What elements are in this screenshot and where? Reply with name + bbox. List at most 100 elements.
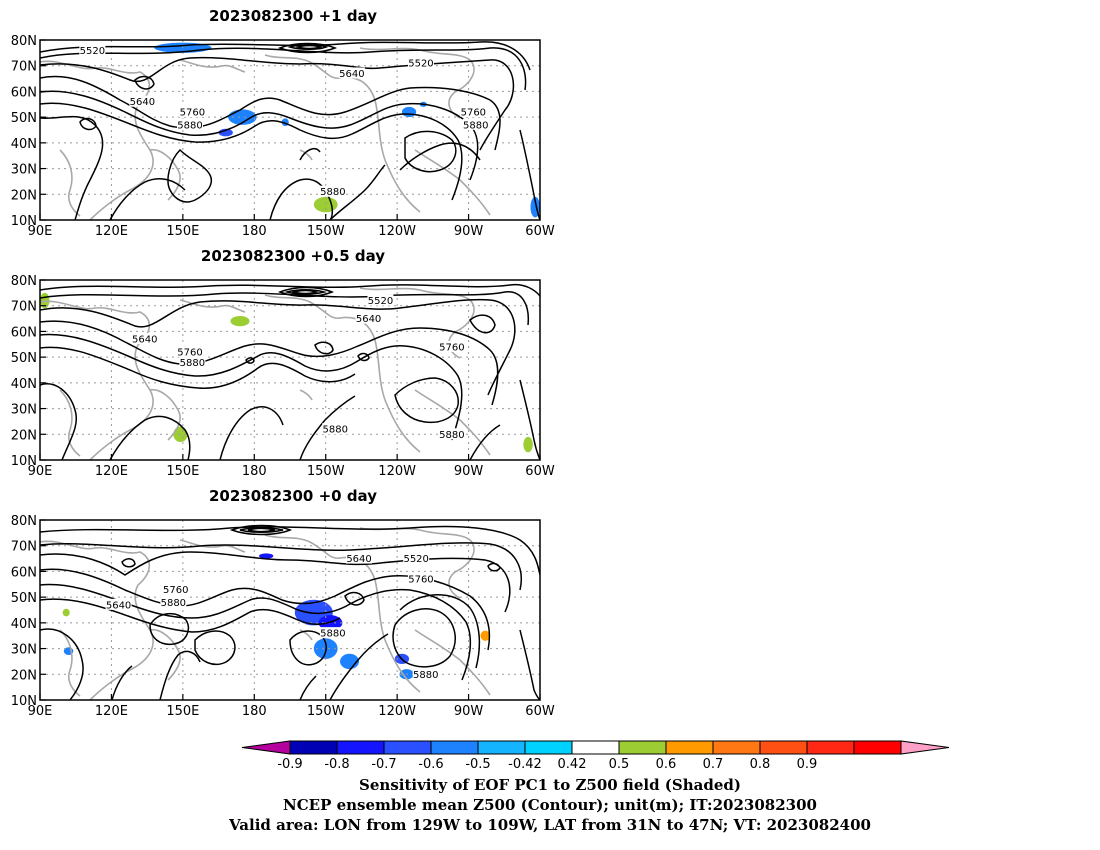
contour-label-bg: [319, 185, 346, 197]
map-frame: [39, 519, 541, 701]
lat-tick-label: 10N: [11, 214, 37, 229]
caption-line-1: Sensitivity of EOF PC1 to Z500 field (Sh…: [359, 776, 741, 794]
lat-tick-label: 80N: [11, 514, 37, 529]
sensitivity-blob: [62, 608, 70, 617]
colorbar-swatch: [430, 740, 479, 755]
colorbar-swatch: [571, 740, 620, 755]
contour-label: 5760: [461, 108, 486, 119]
colorbar-tick-label: -0.9: [277, 757, 302, 772]
z500-contours: [40, 283, 540, 460]
contour-label-bg: [131, 333, 158, 345]
colorbar-tick-label: -0.8: [324, 757, 349, 772]
contour-label-bg: [460, 106, 487, 117]
figure-caption: Sensitivity of EOF PC1 to Z500 field (Sh…: [228, 776, 871, 834]
lat-tick-label: 70N: [11, 540, 37, 555]
lat-tick-label: 60N: [11, 325, 37, 340]
lon-tick-label: 90E: [28, 464, 53, 479]
lon-tick-label: 90W: [454, 704, 484, 719]
contour-label: 5640: [132, 335, 157, 346]
lon-tick-label: 150W: [307, 224, 345, 239]
colorbar-tick-label: -0.42: [508, 757, 542, 772]
contour-label-bg: [177, 118, 203, 130]
contour-label-bg: [162, 583, 189, 595]
lat-tick-label: 80N: [11, 34, 37, 49]
lon-tick-label: 120W: [378, 224, 416, 239]
contour-label-bg: [179, 356, 206, 368]
map-area: [40, 520, 540, 700]
panel-title: 2023082300 +0.5 day: [201, 247, 385, 265]
lat-tick-label: 30N: [11, 403, 37, 418]
colorbar-swatch: [336, 740, 385, 755]
lat-tick-label: 10N: [11, 454, 37, 469]
sensitivity-blob: [290, 586, 300, 598]
lon-tick-label: 90W: [454, 224, 484, 239]
lat-lon-grid: [40, 40, 540, 220]
map-frame: [39, 39, 541, 221]
colorbar-tick-label: 0.7: [703, 757, 724, 772]
colorbar-swatch: [383, 740, 432, 755]
lat-tick-label: 20N: [11, 188, 37, 203]
sensitivity-blob: [480, 630, 490, 641]
z500-contours: [40, 524, 540, 700]
lat-tick-label: 70N: [11, 300, 37, 315]
caption-line-3: Valid area: LON from 129W to 109W, LAT f…: [228, 816, 871, 834]
lat-tick-label: 40N: [11, 617, 37, 632]
contour-label-bg: [412, 668, 439, 680]
contour-label-bg: [338, 67, 365, 79]
lon-tick-label: 180: [242, 224, 267, 239]
colorbar-swatch: [853, 740, 902, 755]
caption-line-2: NCEP ensemble mean Z500 (Contour); unit(…: [283, 796, 817, 814]
sensitivity-blob: [401, 106, 417, 118]
contour-label: 5880: [180, 358, 205, 369]
colorbar-tick-label: 0.9: [797, 757, 818, 772]
contour-label-bg: [79, 44, 106, 56]
map-panel: 2023082300 +0 day: [11, 487, 555, 719]
contour-label: 5880: [463, 120, 488, 131]
lat-tick-label: 50N: [11, 351, 37, 366]
lon-tick-label: 60W: [525, 224, 555, 239]
contour-label-bg: [346, 552, 373, 564]
contour-label-bg: [129, 95, 156, 107]
lon-tick-label: 120W: [378, 704, 416, 719]
contour-label-bg: [438, 340, 465, 352]
sensitivity-blob: [523, 436, 533, 453]
contour-label-bg: [367, 294, 394, 306]
map-panel: 2023082300 +1 day: [11, 7, 555, 239]
contour-label: 5520: [408, 59, 433, 70]
colorbar: -0.9 -0.8 -0.7 -0.6 -0.5 -0.42 0.42 0.5 0.6 0.7 0.…: [241, 740, 950, 772]
contour-label-bg: [407, 57, 434, 69]
lat-tick-label: 10N: [11, 694, 37, 709]
colorbar-tick-label: 0.8: [750, 757, 771, 772]
contour-label-bg: [403, 552, 430, 564]
colorbar-swatch: [618, 740, 667, 755]
lat-tick-label: 20N: [11, 428, 37, 443]
colorbar-swatch: [665, 740, 714, 755]
sensitivity-blob: [173, 426, 188, 442]
lon-tick-label: 90E: [28, 704, 53, 719]
map-area: [40, 40, 540, 220]
lon-tick-label: 120E: [95, 704, 128, 719]
lon-tick-label: 90W: [454, 464, 484, 479]
panel-title: 2023082300 +0 day: [209, 487, 377, 505]
lon-tick-label: 180: [242, 704, 267, 719]
contour-label: 5880: [320, 629, 345, 640]
lon-tick-label: 60W: [525, 464, 555, 479]
lon-tick-label: 150E: [166, 224, 199, 239]
colorbar-swatch: [759, 740, 808, 755]
contour-label: 5760: [408, 575, 433, 586]
contour-label: 5760: [180, 108, 205, 119]
contour-label-bg: [319, 627, 346, 639]
lat-tick-label: 60N: [11, 565, 37, 580]
contour-label: 5640: [106, 600, 131, 611]
colorbar-tick-label: 0.6: [656, 757, 677, 772]
colorbar-swatch: [524, 740, 573, 755]
colorbar-swatch: [806, 740, 855, 755]
contour-label: 5520: [80, 46, 105, 57]
contour-label-bg: [407, 573, 434, 585]
lat-tick-label: 50N: [11, 111, 37, 126]
colorbar-tick-label: 0.42: [558, 757, 587, 772]
